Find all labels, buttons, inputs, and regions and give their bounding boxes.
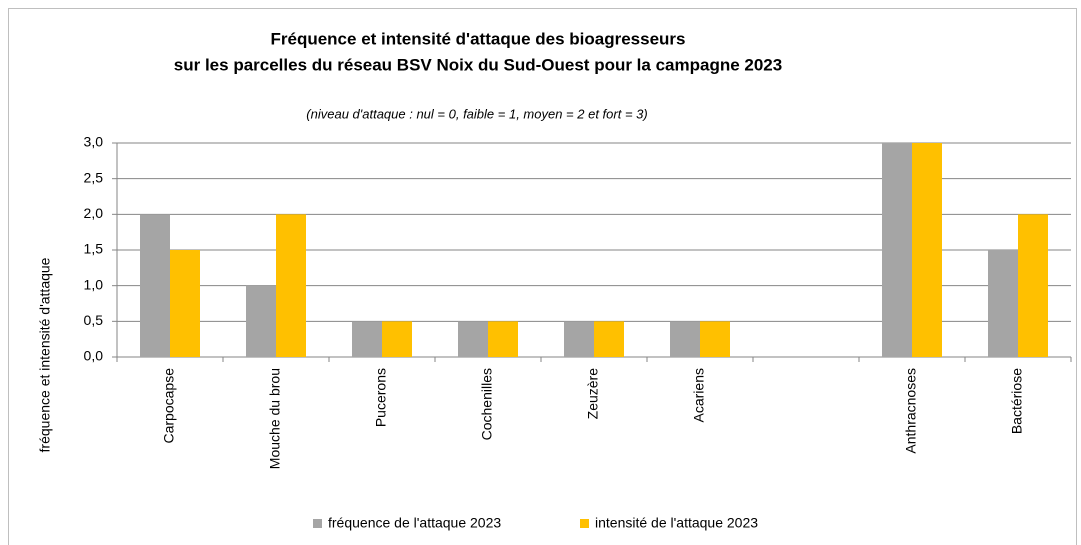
bar xyxy=(882,143,912,357)
bar xyxy=(246,285,276,357)
y-tick-label: 2,5 xyxy=(84,169,104,185)
y-tick-label: 2,0 xyxy=(84,205,104,221)
bar xyxy=(988,250,1018,357)
y-tick-label: 1,5 xyxy=(84,241,104,257)
bar xyxy=(564,321,594,357)
bar xyxy=(382,321,412,357)
bar xyxy=(170,250,200,357)
legend-swatch xyxy=(580,519,589,528)
x-tick-label: Pucerons xyxy=(373,368,389,427)
x-tick-label: Zeuzère xyxy=(585,368,601,420)
chart-subtitle: (niveau d'attaque : nul = 0, faible = 1,… xyxy=(306,106,647,121)
bar xyxy=(912,143,942,357)
legend-label: fréquence de l'attaque 2023 xyxy=(328,515,501,531)
chart-title: Fréquence et intensité d'attaque des bio… xyxy=(271,29,686,48)
x-tick-label: Carpocapse xyxy=(161,368,177,444)
y-tick-label: 3,0 xyxy=(84,134,104,150)
x-tick-label: Bactériose xyxy=(1009,368,1025,434)
bar xyxy=(140,214,170,357)
bar xyxy=(670,321,700,357)
x-tick-label: Anthracnoses xyxy=(903,368,919,454)
x-tick-label: Cochenilles xyxy=(479,368,495,440)
bar xyxy=(594,321,624,357)
x-tick-label: Acariens xyxy=(691,368,707,422)
y-axis-label: fréquence et intensité d'attaque xyxy=(37,257,53,452)
bar xyxy=(458,321,488,357)
bar xyxy=(700,321,730,357)
bar xyxy=(276,214,306,357)
bar xyxy=(488,321,518,357)
legend-label: intensité de l'attaque 2023 xyxy=(595,515,758,531)
x-tick-label: Mouche du brou xyxy=(267,368,283,469)
y-tick-label: 0,5 xyxy=(84,312,104,328)
y-tick-label: 0,0 xyxy=(84,348,104,364)
legend-swatch xyxy=(313,519,322,528)
y-tick-label: 1,0 xyxy=(84,276,104,292)
bar xyxy=(1018,214,1048,357)
chart-title: sur les parcelles du réseau BSV Noix du … xyxy=(174,55,782,74)
bar xyxy=(352,321,382,357)
